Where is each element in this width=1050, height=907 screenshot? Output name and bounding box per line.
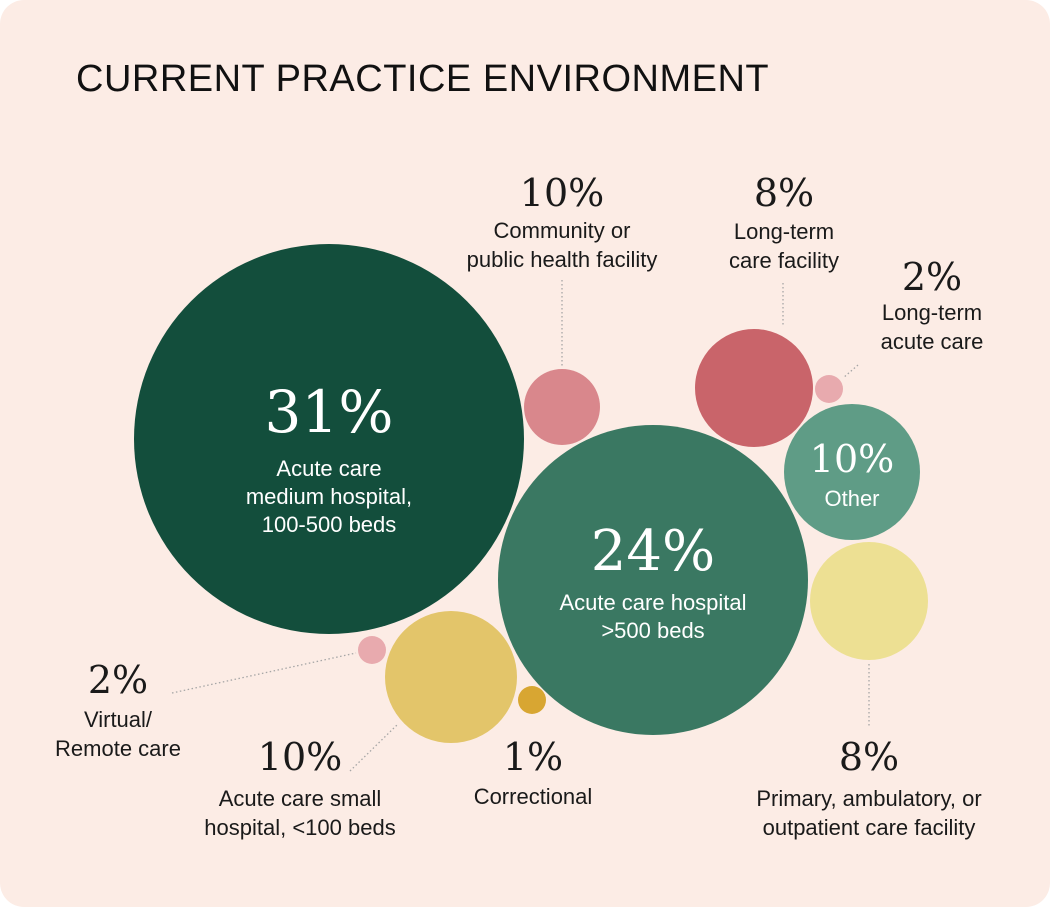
acute-care-small-label-line: hospital, <100 beds — [204, 815, 395, 840]
other-bubble — [784, 404, 920, 540]
acute-care-large-label-line: Acute care hospital — [559, 590, 746, 615]
community-public-percent: 10% — [520, 171, 604, 215]
acute-care-large-percent: 24% — [591, 519, 715, 584]
other-percent: 10% — [810, 437, 894, 481]
long-term-care-percent: 8% — [754, 171, 814, 215]
community-public-label-line: public health facility — [467, 247, 658, 272]
correctional-label-line: Correctional — [474, 784, 593, 809]
primary-ambulatory-percent: 8% — [839, 735, 899, 779]
long-term-care-bubble — [695, 329, 813, 447]
acute-care-small-label-line: Acute care small — [219, 786, 382, 811]
correctional-bubble — [518, 686, 546, 714]
acute-care-medium-percent: 31% — [265, 378, 394, 446]
acute-care-medium-label-line: 100-500 beds — [262, 512, 397, 537]
long-term-acute-leader-line — [842, 364, 859, 379]
long-term-acute-label-line: acute care — [881, 329, 984, 354]
acute-care-medium-bubble — [134, 244, 524, 634]
other-label-line: Other — [824, 486, 879, 511]
long-term-acute-percent: 2% — [902, 255, 962, 299]
virtual-remote-label-line: Remote care — [55, 736, 181, 761]
long-term-care-label-line: care facility — [729, 248, 839, 273]
community-public-label-line: Community or — [494, 218, 631, 243]
long-term-acute-label-line: Long-term — [882, 300, 982, 325]
virtual-remote-percent: 2% — [88, 658, 148, 702]
chart-title: CURRENT PRACTICE ENVIRONMENT — [76, 58, 770, 100]
virtual-remote-bubble — [358, 636, 386, 664]
acute-care-large-bubble — [498, 425, 808, 735]
primary-ambulatory-label-line: Primary, ambulatory, or — [756, 786, 981, 811]
correctional-percent: 1% — [503, 735, 563, 779]
long-term-acute-bubble — [815, 375, 843, 403]
primary-ambulatory-label-line: outpatient care facility — [763, 815, 976, 840]
acute-care-small-leader-line — [349, 723, 399, 772]
acute-care-large-label-line: >500 beds — [601, 618, 704, 643]
acute-care-small-percent: 10% — [258, 735, 342, 779]
acute-care-small-bubble — [385, 611, 517, 743]
virtual-remote-label-line: Virtual/ — [84, 707, 153, 732]
long-term-care-label-line: Long-term — [734, 219, 834, 244]
primary-ambulatory-bubble — [810, 542, 928, 660]
acute-care-medium-label-line: Acute care — [276, 456, 381, 481]
community-public-bubble — [524, 369, 600, 445]
acute-care-medium-label-line: medium hospital, — [246, 484, 412, 509]
virtual-remote-leader-line — [171, 652, 357, 694]
